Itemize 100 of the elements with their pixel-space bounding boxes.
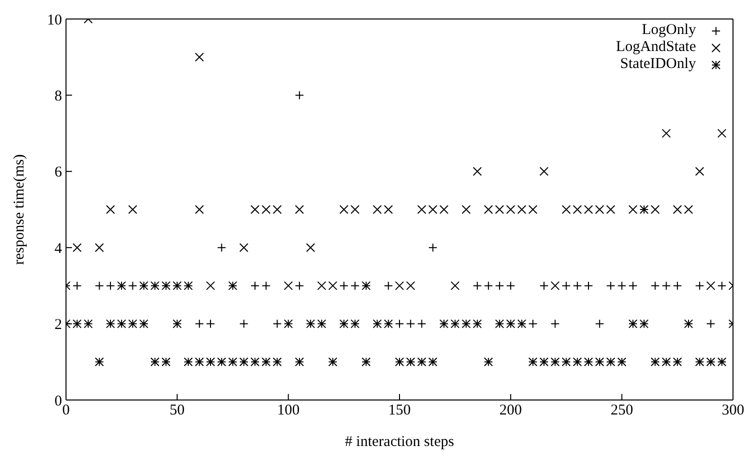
point [250, 205, 260, 214]
legend-label: LogAndState [616, 39, 696, 56]
y-tick-label: 2 [54, 317, 62, 334]
point [194, 319, 204, 328]
point [562, 281, 571, 290]
point [395, 281, 404, 290]
point [294, 90, 304, 100]
point [239, 319, 248, 328]
point [262, 281, 271, 290]
point [472, 281, 482, 290]
point [628, 281, 638, 290]
x-axis-title: # interaction steps [344, 434, 454, 450]
point [695, 166, 704, 176]
point [72, 281, 82, 290]
point [617, 281, 626, 290]
y-tick-label: 10 [47, 12, 62, 28]
y-tick-label: 4 [54, 240, 62, 257]
point [540, 281, 549, 290]
point [328, 281, 338, 290]
point [294, 281, 304, 290]
point [717, 281, 726, 290]
point [572, 281, 582, 290]
point [484, 281, 493, 290]
point [206, 281, 216, 290]
point [650, 205, 660, 214]
point [528, 205, 538, 214]
point [462, 205, 471, 214]
point [428, 243, 438, 252]
point [528, 319, 538, 328]
y-tick-label: 8 [54, 88, 62, 105]
point [384, 281, 393, 290]
point [94, 243, 104, 252]
point [650, 281, 660, 290]
point [339, 281, 348, 290]
point [540, 166, 549, 176]
point [250, 281, 260, 290]
point [339, 205, 348, 214]
point [606, 205, 616, 214]
point [672, 281, 682, 290]
x-tick-label: 300 [722, 402, 744, 419]
point [406, 281, 416, 290]
x-tick-label: 50 [170, 402, 185, 419]
point [106, 281, 115, 290]
point [384, 205, 393, 214]
point [128, 205, 138, 214]
x-tick-label: 250 [610, 402, 634, 419]
x-tick-label: 200 [499, 402, 522, 419]
point [450, 281, 460, 290]
point [550, 319, 560, 328]
point [417, 319, 426, 328]
point [106, 205, 115, 214]
point [706, 319, 716, 328]
point [562, 205, 571, 214]
point [372, 205, 382, 214]
point [628, 205, 638, 214]
point [284, 281, 293, 290]
point [72, 243, 82, 252]
x-tick-label: 100 [277, 402, 300, 419]
point [595, 205, 604, 214]
point [572, 205, 582, 214]
point [272, 319, 282, 328]
point [584, 205, 593, 214]
point [194, 205, 204, 214]
x-tick-label: 150 [388, 402, 411, 419]
point [506, 205, 516, 214]
point [495, 281, 504, 290]
point [550, 281, 560, 290]
point [695, 281, 704, 290]
point [439, 205, 448, 214]
point [206, 319, 216, 328]
point [217, 243, 226, 252]
point [350, 205, 360, 214]
point [517, 205, 526, 214]
point [417, 205, 426, 214]
point [262, 205, 271, 214]
point [595, 319, 604, 328]
point [584, 281, 593, 290]
point [717, 128, 726, 138]
point [239, 243, 248, 252]
point [194, 52, 204, 62]
point [662, 281, 671, 290]
point [484, 205, 493, 214]
point [294, 205, 304, 214]
point [306, 243, 316, 252]
point [128, 281, 138, 290]
point [428, 205, 438, 214]
point [684, 205, 694, 214]
point [606, 281, 616, 290]
point [506, 281, 516, 290]
point [495, 205, 504, 214]
point [272, 205, 282, 214]
legend-label: StateIDOnly [620, 56, 696, 73]
point [472, 166, 482, 176]
point [317, 281, 326, 290]
legend-label: LogOnly [642, 22, 696, 39]
point [706, 281, 716, 290]
point [350, 281, 360, 290]
y-tick-label: 6 [54, 164, 62, 181]
y-axis-title: response time(ms) [11, 154, 28, 265]
point [672, 205, 682, 214]
